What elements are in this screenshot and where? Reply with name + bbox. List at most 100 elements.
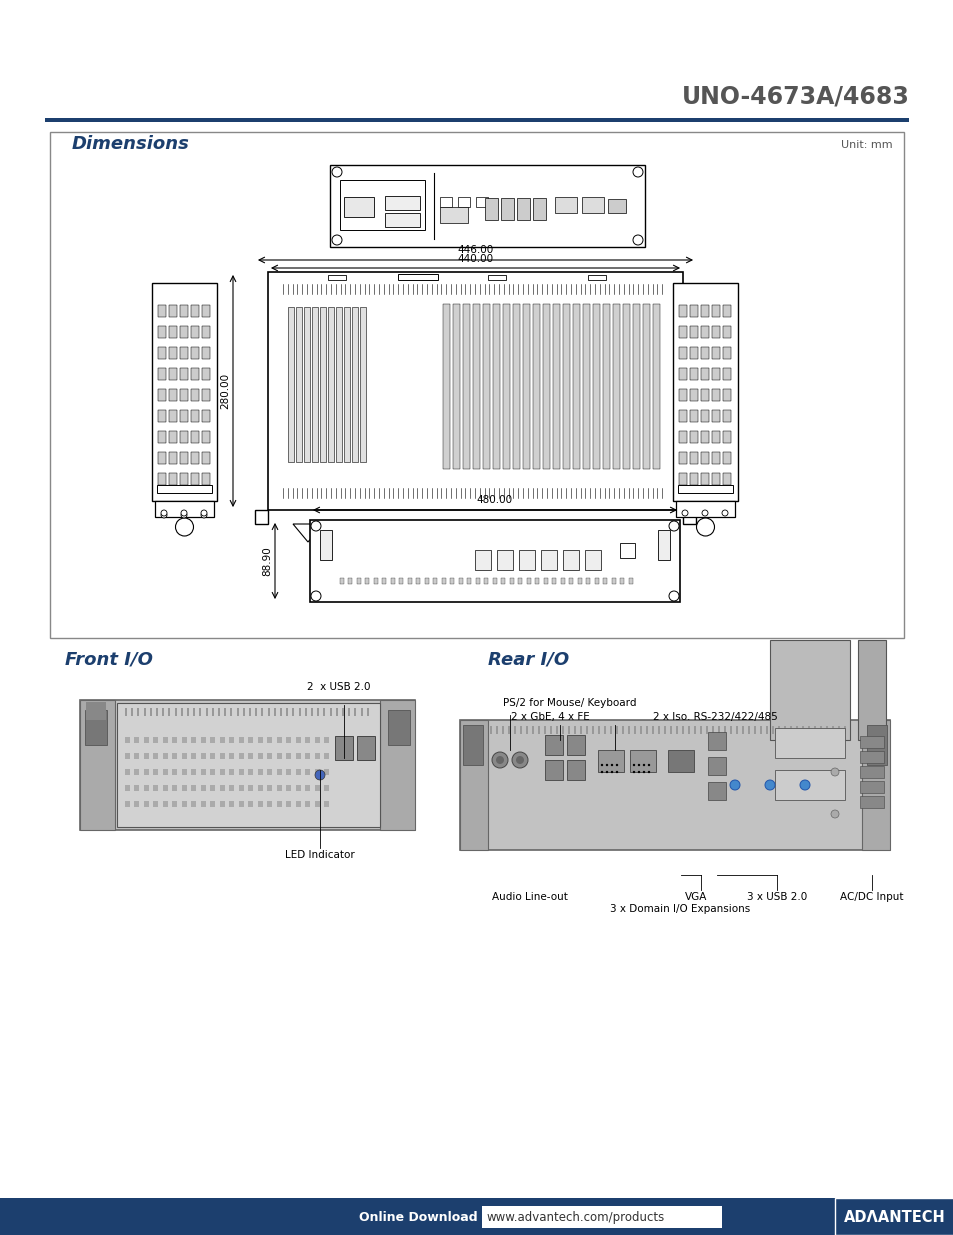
Bar — [305, 802, 310, 806]
Bar — [230, 753, 234, 760]
Bar — [144, 802, 149, 806]
Bar — [678, 485, 732, 493]
Bar — [201, 753, 206, 760]
Bar — [310, 520, 679, 601]
Bar — [379, 700, 415, 830]
Circle shape — [181, 513, 187, 517]
Bar — [722, 389, 730, 401]
Text: 480.00: 480.00 — [476, 495, 513, 505]
Bar — [199, 708, 201, 716]
Bar — [679, 431, 686, 443]
Bar — [202, 368, 210, 380]
Bar — [513, 304, 519, 469]
Bar — [593, 304, 599, 469]
Bar — [248, 753, 253, 760]
Bar — [182, 769, 187, 776]
Bar — [192, 737, 196, 743]
Bar — [459, 720, 488, 850]
Circle shape — [201, 510, 207, 516]
Bar — [158, 452, 166, 464]
Bar — [476, 198, 488, 207]
Bar — [267, 737, 273, 743]
Bar — [125, 708, 127, 716]
Circle shape — [311, 592, 320, 601]
Bar — [152, 283, 216, 501]
Bar — [760, 726, 761, 734]
Bar — [741, 726, 743, 734]
Bar — [622, 304, 629, 469]
Text: Unit: mm: Unit: mm — [841, 140, 892, 149]
Bar — [182, 753, 187, 760]
Bar — [257, 802, 263, 806]
Bar — [722, 431, 730, 443]
Bar — [255, 708, 257, 716]
Circle shape — [800, 781, 809, 790]
Bar — [834, 1198, 953, 1235]
Bar — [501, 578, 505, 584]
Bar — [261, 708, 263, 716]
Bar — [153, 802, 158, 806]
Bar — [162, 708, 164, 716]
Bar — [305, 753, 310, 760]
Bar — [352, 308, 357, 462]
Bar — [556, 726, 558, 734]
Bar — [163, 737, 168, 743]
Bar — [211, 753, 215, 760]
Bar — [311, 708, 313, 716]
Circle shape — [516, 756, 523, 764]
Bar — [80, 700, 415, 830]
Bar — [441, 578, 446, 584]
Bar — [202, 473, 210, 485]
Bar — [700, 389, 708, 401]
Bar — [144, 753, 149, 760]
Bar — [286, 785, 292, 790]
Circle shape — [610, 763, 613, 766]
Bar — [158, 368, 166, 380]
Bar — [312, 308, 317, 462]
Bar — [158, 305, 166, 317]
Bar — [201, 785, 206, 790]
Text: 3 x USB 2.0: 3 x USB 2.0 — [746, 892, 806, 902]
Bar — [366, 708, 369, 716]
Bar — [689, 305, 698, 317]
Circle shape — [638, 763, 639, 766]
Bar — [651, 726, 654, 734]
Bar — [125, 737, 130, 743]
Bar — [473, 304, 479, 469]
Bar — [592, 726, 594, 734]
Bar — [211, 802, 215, 806]
Bar — [700, 452, 708, 464]
Bar — [172, 769, 177, 776]
Bar — [484, 198, 497, 220]
Bar — [385, 196, 419, 210]
Bar — [397, 274, 437, 280]
Bar — [689, 389, 698, 401]
Bar — [180, 305, 188, 317]
Bar — [248, 785, 253, 790]
Bar — [700, 410, 708, 422]
Bar — [813, 726, 815, 734]
Circle shape — [175, 517, 193, 536]
Bar — [201, 802, 206, 806]
Circle shape — [701, 510, 707, 516]
Bar — [481, 1205, 721, 1228]
Bar — [711, 347, 720, 359]
Bar — [169, 368, 177, 380]
Bar — [450, 578, 454, 584]
Bar — [144, 737, 149, 743]
Bar — [158, 431, 166, 443]
Bar — [356, 736, 375, 760]
Bar — [634, 726, 636, 734]
Bar — [831, 726, 833, 734]
Bar — [286, 708, 288, 716]
Bar — [220, 753, 225, 760]
Bar — [765, 726, 767, 734]
Bar — [144, 785, 149, 790]
Bar — [239, 802, 244, 806]
Bar — [267, 769, 273, 776]
Bar — [339, 180, 424, 230]
Bar — [385, 212, 419, 227]
Bar — [619, 578, 624, 584]
Bar — [679, 305, 686, 317]
Bar — [711, 410, 720, 422]
